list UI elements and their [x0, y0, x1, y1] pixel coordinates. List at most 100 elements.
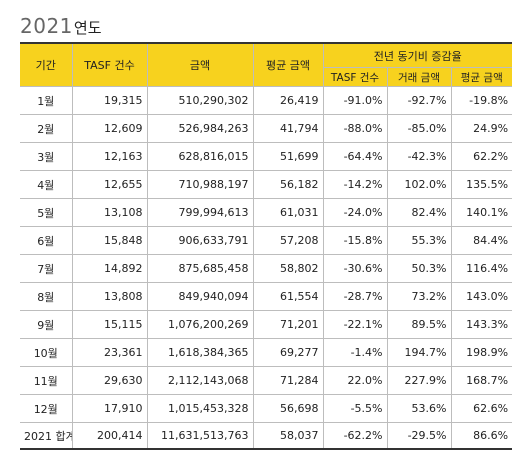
cell-yoy-avg: 116.4%: [450, 254, 513, 283]
cell-amount: 2,112,143,068: [146, 366, 254, 395]
cell-yoy-tasf: 22.0%: [322, 366, 388, 395]
cell-yoy-amount: -29.5%: [386, 422, 452, 450]
cell-amount: 875,685,458: [146, 254, 254, 283]
cell-yoy-avg: 62.6%: [450, 394, 513, 423]
table-row: 4월 12,655 710,988,197 56,182 -14.2% 102.0% 135…: [20, 170, 513, 199]
table-row: 9월 15,115 1,076,200,269 71,201 -22.1% 89.5% 14…: [20, 310, 513, 339]
cell-amount: 510,290,302: [146, 86, 254, 115]
cell-period: 5월: [20, 198, 73, 227]
cell-avg-amount: 57,208: [252, 226, 324, 255]
table-row: 1월 19,315 510,290,302 26,419 -91.0% -92.7% -19…: [20, 86, 513, 115]
cell-period: 7월: [20, 254, 73, 283]
table-row: 8월 13,808 849,940,094 61,554 -28.7% 73.2% 143.…: [20, 282, 513, 311]
cell-yoy-tasf: -91.0%: [322, 86, 388, 115]
cell-avg-amount: 61,031: [252, 198, 324, 227]
cell-yoy-tasf: -14.2%: [322, 170, 388, 199]
cell-period: 10월: [20, 338, 73, 367]
cell-amount: 526,984,263: [146, 114, 254, 143]
cell-amount: 1,015,453,328: [146, 394, 254, 423]
cell-yoy-amount: 53.6%: [386, 394, 452, 423]
header-avg-amount: 평균 금액: [252, 42, 324, 87]
cell-yoy-amount: -92.7%: [386, 86, 452, 115]
cell-tasf-count: 14,892: [71, 254, 148, 283]
cell-avg-amount: 26,419: [252, 86, 324, 115]
cell-tasf-count: 13,808: [71, 282, 148, 311]
cell-avg-amount: 51,699: [252, 142, 324, 171]
cell-amount: 1,076,200,269: [146, 310, 254, 339]
cell-yoy-avg: 140.1%: [450, 198, 513, 227]
cell-avg-amount: 71,284: [252, 366, 324, 395]
cell-avg-amount: 56,698: [252, 394, 324, 423]
cell-yoy-avg: 135.5%: [450, 170, 513, 199]
cell-tasf-count: 19,315: [71, 86, 148, 115]
cell-yoy-amount: 194.7%: [386, 338, 452, 367]
cell-yoy-amount: 227.9%: [386, 366, 452, 395]
cell-yoy-tasf: -22.1%: [322, 310, 388, 339]
cell-yoy-amount: 89.5%: [386, 310, 452, 339]
table-row: 7월 14,892 875,685,458 58,802 -30.6% 50.3% 116.…: [20, 254, 513, 283]
cell-amount: 849,940,094: [146, 282, 254, 311]
cell-yoy-tasf: -88.0%: [322, 114, 388, 143]
cell-yoy-tasf: -62.2%: [322, 422, 388, 450]
cell-yoy-avg: 24.9%: [450, 114, 513, 143]
cell-avg-amount: 69,277: [252, 338, 324, 367]
cell-avg-amount: 56,182: [252, 170, 324, 199]
header-yoy-group: 전년 동기비 증감율: [322, 42, 513, 68]
cell-yoy-avg: 168.7%: [450, 366, 513, 395]
title-year: 2021: [20, 14, 73, 38]
cell-amount: 710,988,197: [146, 170, 254, 199]
total-row: 2021 합계 200,414 11,631,513,763 58,037 -62.2%…: [20, 422, 513, 450]
header-yoy-amount: 거래 금액: [386, 67, 452, 87]
cell-tasf-count: 15,848: [71, 226, 148, 255]
cell-yoy-amount: 50.3%: [386, 254, 452, 283]
stats-table: 기간 TASF 건수 금액 평균 금액 전년 동기비 증감율 TASF 건수 거…: [20, 42, 513, 450]
cell-yoy-tasf: -24.0%: [322, 198, 388, 227]
cell-avg-amount: 61,554: [252, 282, 324, 311]
cell-yoy-avg: 143.3%: [450, 310, 513, 339]
cell-yoy-amount: -85.0%: [386, 114, 452, 143]
cell-amount: 799,994,613: [146, 198, 254, 227]
header-tasf-count: TASF 건수: [71, 42, 148, 87]
cell-yoy-tasf: -15.8%: [322, 226, 388, 255]
cell-yoy-avg: 143.0%: [450, 282, 513, 311]
table-row: 6월 15,848 906,633,791 57,208 -15.8% 55.3% 84.4…: [20, 226, 513, 255]
cell-period: 9월: [20, 310, 73, 339]
cell-amount: 628,816,015: [146, 142, 254, 171]
cell-amount: 1,618,384,365: [146, 338, 254, 367]
cell-avg-amount: 71,201: [252, 310, 324, 339]
table-title: 2021연도: [20, 14, 102, 38]
cell-amount: 11,631,513,763: [146, 422, 254, 450]
cell-avg-amount: 58,802: [252, 254, 324, 283]
cell-tasf-count: 23,361: [71, 338, 148, 367]
cell-yoy-avg: 62.2%: [450, 142, 513, 171]
cell-yoy-amount: 55.3%: [386, 226, 452, 255]
header-amount: 금액: [146, 42, 254, 87]
cell-yoy-tasf: -5.5%: [322, 394, 388, 423]
cell-amount: 906,633,791: [146, 226, 254, 255]
cell-yoy-amount: 82.4%: [386, 198, 452, 227]
cell-period: 12월: [20, 394, 73, 423]
cell-period: 11월: [20, 366, 73, 395]
cell-period: 8월: [20, 282, 73, 311]
cell-period: 2월: [20, 114, 73, 143]
cell-yoy-tasf: -64.4%: [322, 142, 388, 171]
table-row: 3월 12,163 628,816,015 51,699 -64.4% -42.3% 62.…: [20, 142, 513, 171]
cell-tasf-count: 15,115: [71, 310, 148, 339]
cell-tasf-count: 13,108: [71, 198, 148, 227]
cell-yoy-avg: 84.4%: [450, 226, 513, 255]
cell-tasf-count: 12,609: [71, 114, 148, 143]
title-unit: 연도: [73, 19, 102, 37]
table-row: 5월 13,108 799,994,613 61,031 -24.0% 82.4% 140.…: [20, 198, 513, 227]
cell-yoy-tasf: -30.6%: [322, 254, 388, 283]
header-yoy-tasf: TASF 건수: [323, 67, 388, 87]
page: 2021연도 기간 TASF 건수 금액 평균 금액 전년 동기비 증감율 TA…: [20, 14, 513, 450]
cell-yoy-avg: 86.6%: [450, 422, 513, 450]
cell-yoy-avg: 198.9%: [450, 338, 513, 367]
cell-yoy-amount: 102.0%: [386, 170, 452, 199]
cell-tasf-count: 12,163: [71, 142, 148, 171]
cell-yoy-amount: 73.2%: [386, 282, 452, 311]
header-period: 기간: [20, 42, 73, 87]
cell-yoy-tasf: -1.4%: [322, 338, 388, 367]
cell-period: 4월: [20, 170, 73, 199]
cell-yoy-avg: -19.8%: [450, 86, 513, 115]
